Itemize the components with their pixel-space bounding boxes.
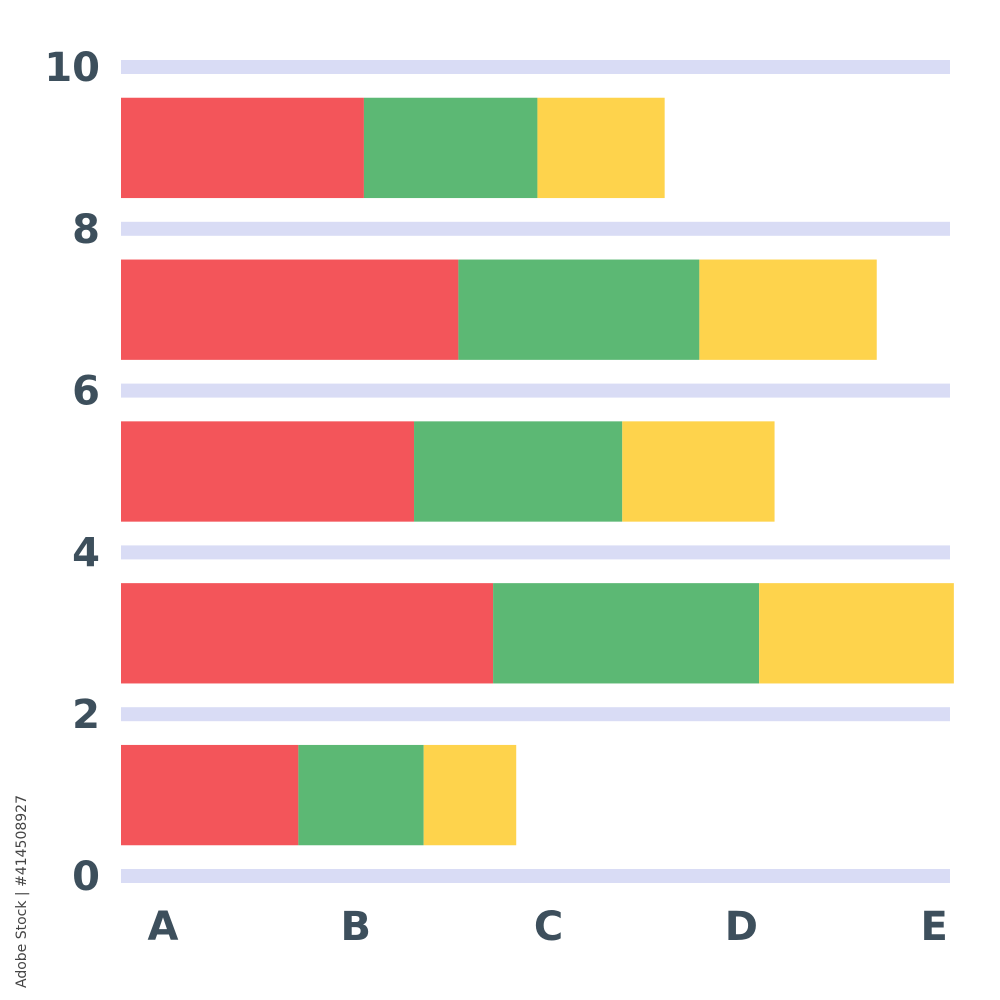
bar-segment-row2-series2 [622,421,775,522]
bar-segment-row4-series2 [537,97,665,199]
gridline-2 [121,545,950,560]
y-tick-label-2: 4 [72,530,100,576]
bar-segment-row0-series2 [423,744,517,846]
y-tick-label-4: 8 [72,207,100,253]
bars [121,97,954,846]
y-tick-label-0: 0 [72,854,100,900]
bar-segment-row4-series1 [363,97,538,199]
gridline-0 [121,869,950,883]
gridline-5 [121,60,950,74]
y-tick-label-5: 10 [44,45,100,91]
y-axis-ticks: 0 2 4 6 8 10 [44,45,100,900]
bar-segment-row3-series1 [458,259,700,360]
x-tick-label-b: B [341,904,372,950]
y-tick-label-3: 6 [72,369,100,415]
gridline-3 [121,383,950,398]
bar-segment-row0-series1 [298,744,424,846]
x-axis-ticks: A B C D E [148,904,948,950]
x-tick-label-a: A [148,904,179,950]
bar-segment-row1-series1 [493,583,760,684]
bar-segment-row2-series1 [414,421,623,522]
bar-segment-row1-series2 [759,583,954,684]
gridline-1 [121,707,950,722]
gridline-4 [121,221,950,236]
bar-segment-row2-series0 [121,421,415,522]
bar-segment-row4-series0 [121,97,364,199]
bar-segment-row3-series0 [121,259,459,360]
bar-segment-row1-series0 [121,583,494,684]
x-tick-label-d: D [725,904,758,950]
bar-segment-row3-series2 [699,259,877,360]
x-tick-label-c: C [534,904,563,950]
x-tick-label-e: E [920,904,947,950]
gridlines [121,60,950,883]
bar-segment-row0-series0 [121,744,299,846]
y-tick-label-1: 2 [72,692,100,738]
